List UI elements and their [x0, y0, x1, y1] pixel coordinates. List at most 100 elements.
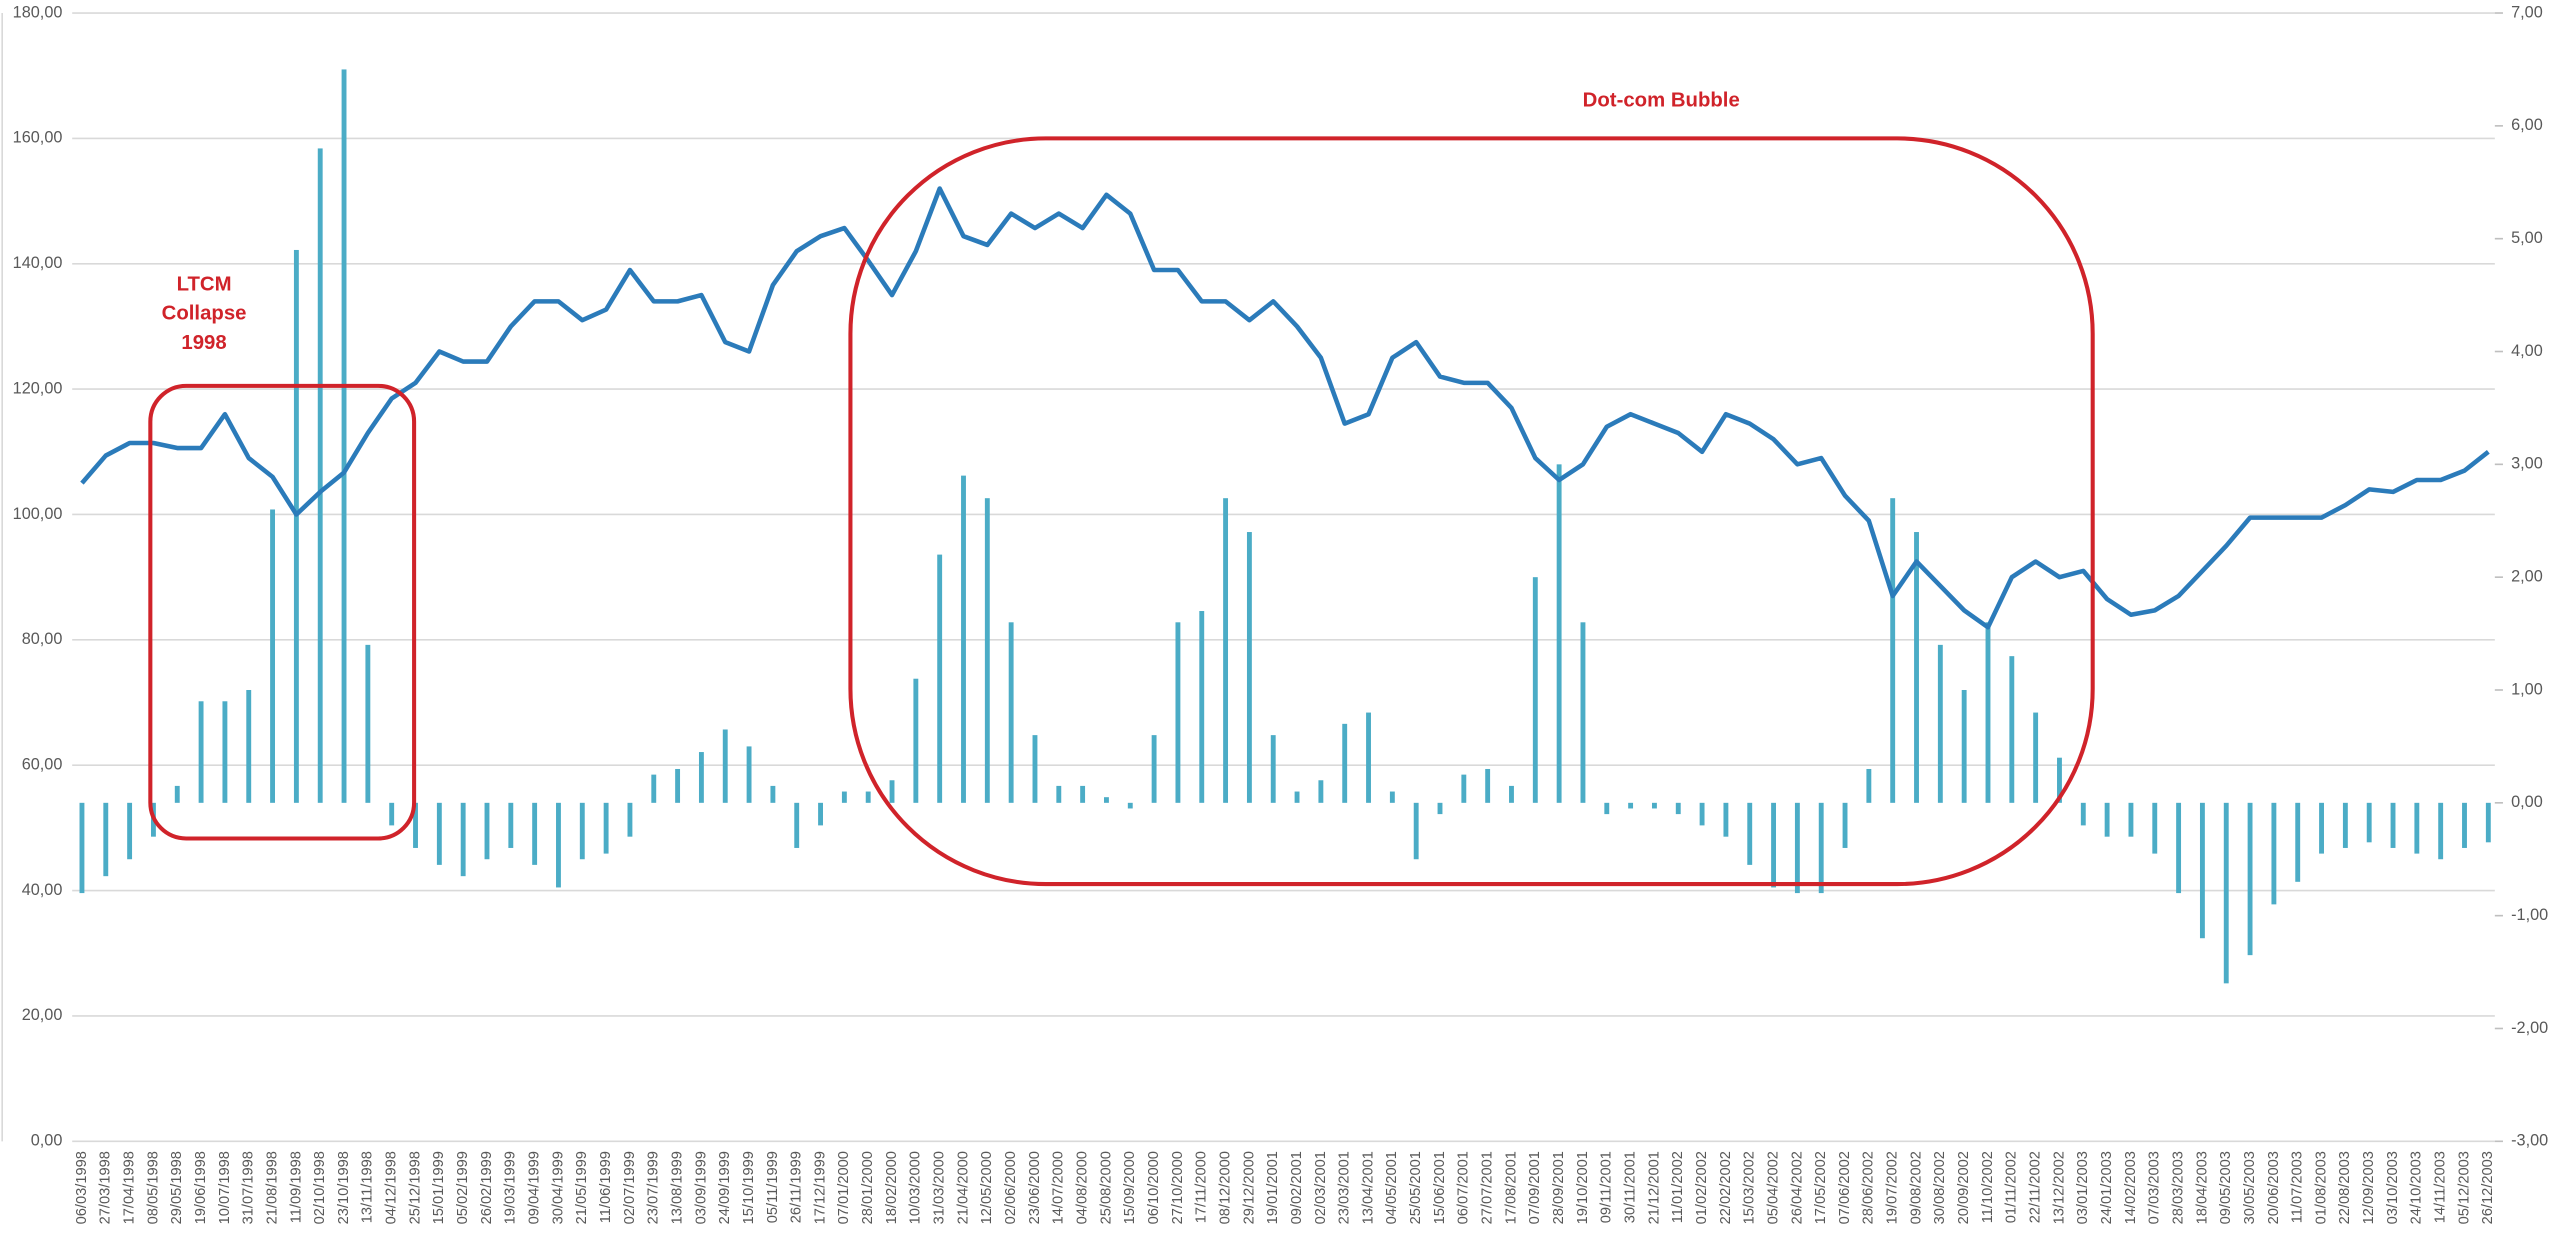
- bar: [1842, 802, 1848, 848]
- x-tick-label: 03/01/2003: [2075, 1151, 2091, 1224]
- bar: [1104, 797, 1109, 803]
- bar: [1818, 802, 1824, 894]
- x-tick-label: 23/06/2000: [1027, 1151, 1043, 1224]
- x-tick-label: 19/10/2001: [1575, 1151, 1591, 1224]
- x-tick-label: 22/02/2002: [1718, 1151, 1734, 1224]
- y2-tick-label: 2,00: [2511, 567, 2543, 585]
- x-tick-label: 07/01/2000: [836, 1151, 852, 1224]
- x-tick-label: 13/12/2002: [2051, 1151, 2067, 1224]
- bar: [2438, 802, 2444, 860]
- x-tick-label: 04/08/2000: [1075, 1151, 1091, 1224]
- x-tick-label: 30/04/1999: [550, 1151, 566, 1224]
- x-tick-label: 03/10/2003: [2385, 1151, 2401, 1224]
- x-tick-label: 17/05/2002: [1813, 1151, 1829, 1224]
- x-tick-label: 31/07/1998: [241, 1151, 257, 1224]
- x-tick-label: 21/08/1998: [264, 1151, 280, 1224]
- bar: [1985, 622, 1991, 803]
- bar: [2223, 802, 2229, 984]
- bar: [2176, 802, 2182, 894]
- bar: [1747, 802, 1753, 865]
- x-tick-label: 06/07/2001: [1456, 1151, 1472, 1224]
- x-tick-label: 17/11/2000: [1194, 1151, 1210, 1223]
- bar: [579, 802, 585, 860]
- bar: [198, 701, 204, 803]
- bar: [1127, 802, 1133, 809]
- y2-tick-label: 4,00: [2511, 342, 2543, 360]
- x-tick-label: 11/06/1999: [598, 1151, 614, 1223]
- bar: [270, 509, 276, 803]
- x-tick-label: 02/07/1999: [622, 1151, 638, 1224]
- x-tick-label: 01/02/2002: [1694, 1151, 1710, 1224]
- bar: [2414, 802, 2420, 854]
- bar: [2199, 802, 2205, 939]
- bar: [1366, 712, 1371, 803]
- bar: [532, 802, 538, 865]
- x-tick-label: 23/07/1999: [646, 1151, 662, 1224]
- x-tick-label: 25/05/2001: [1408, 1151, 1424, 1224]
- x-tick-label: 19/01/2001: [1265, 1151, 1281, 1224]
- x-tick-label: 13/04/2001: [1360, 1151, 1376, 1224]
- x-tick-label: 08/12/2000: [1217, 1151, 1233, 1224]
- y-tick-label: 180,00: [13, 3, 63, 21]
- x-tick-label: 18/04/2003: [2194, 1151, 2210, 1224]
- x-tick-label: 27/07/2001: [1480, 1151, 1496, 1224]
- x-tick-label: 04/12/1998: [384, 1151, 400, 1224]
- bar: [1937, 644, 1943, 803]
- x-tick-label: 06/03/1998: [74, 1151, 90, 1224]
- bar: [1342, 723, 1348, 803]
- x-tick-label: 05/12/2003: [2456, 1151, 2472, 1224]
- x-tick-label: 14/02/2003: [2123, 1151, 2139, 1224]
- bar: [1008, 622, 1014, 803]
- bar: [1866, 768, 1872, 803]
- bar: [818, 802, 823, 826]
- x-tick-label: 05/02/1999: [455, 1151, 471, 1224]
- bar: [2104, 802, 2110, 837]
- x-tick-label: 31/03/2000: [932, 1151, 948, 1224]
- bar: [1056, 785, 1062, 803]
- bar: [1223, 498, 1229, 803]
- y-tick-label: 120,00: [13, 379, 63, 397]
- x-tick-label: 24/10/2003: [2409, 1151, 2425, 1224]
- x-tick-label: 21/04/2000: [955, 1151, 971, 1224]
- bar: [1961, 689, 1967, 803]
- x-tick-label: 05/11/1999: [765, 1151, 781, 1223]
- x-tick-label: 17/12/1999: [812, 1151, 828, 1224]
- x-tick-label: 25/08/2000: [1098, 1151, 1114, 1224]
- x-tick-label: 07/09/2001: [1527, 1151, 1543, 1224]
- x-tick-label: 15/06/2001: [1432, 1151, 1448, 1224]
- bar: [1080, 785, 1086, 803]
- bar: [484, 802, 490, 860]
- bar: [2128, 802, 2134, 837]
- bar: [937, 554, 943, 803]
- x-tick-label: 12/09/2003: [2361, 1151, 2377, 1224]
- y2-tick-label: 6,00: [2511, 116, 2543, 134]
- bar: [1794, 802, 1800, 894]
- x-tick-label: 23/03/2001: [1337, 1151, 1353, 1224]
- bar: [1914, 532, 1919, 803]
- annotation: Collapse: [162, 303, 247, 325]
- annotation: Dot-com Bubble: [1583, 89, 1740, 111]
- bar: [2247, 802, 2253, 956]
- bar: [2271, 802, 2277, 905]
- x-tick-label: 07/06/2002: [1837, 1151, 1853, 1224]
- x-tick-label: 03/09/1999: [693, 1151, 709, 1224]
- y-tick-label: 40,00: [22, 881, 63, 899]
- bar: [2319, 802, 2324, 854]
- bar: [79, 802, 85, 894]
- bar: [1199, 611, 1205, 803]
- x-tick-label: 15/03/2002: [1742, 1151, 1758, 1224]
- x-tick-label: 10/03/2000: [908, 1151, 924, 1224]
- x-tick-label: 15/09/2000: [1122, 1151, 1138, 1224]
- y2-tick-label: 5,00: [2511, 229, 2543, 247]
- x-tick-label: 11/07/2003: [2290, 1151, 2306, 1223]
- bar: [1556, 464, 1562, 803]
- x-tick-label: 09/02/2001: [1289, 1151, 1305, 1224]
- bar: [2033, 712, 2039, 803]
- bar: [770, 785, 776, 803]
- bar: [1485, 768, 1491, 803]
- bar: [103, 802, 109, 877]
- labels: 0,00 20,00 40,00 60,00 80,00 100,00 120,00 140,…: [13, 3, 2549, 1224]
- y-tick-label: 0,00: [31, 1132, 63, 1150]
- bar: [1675, 802, 1681, 815]
- y2-tick-label: -1,00: [2511, 906, 2548, 924]
